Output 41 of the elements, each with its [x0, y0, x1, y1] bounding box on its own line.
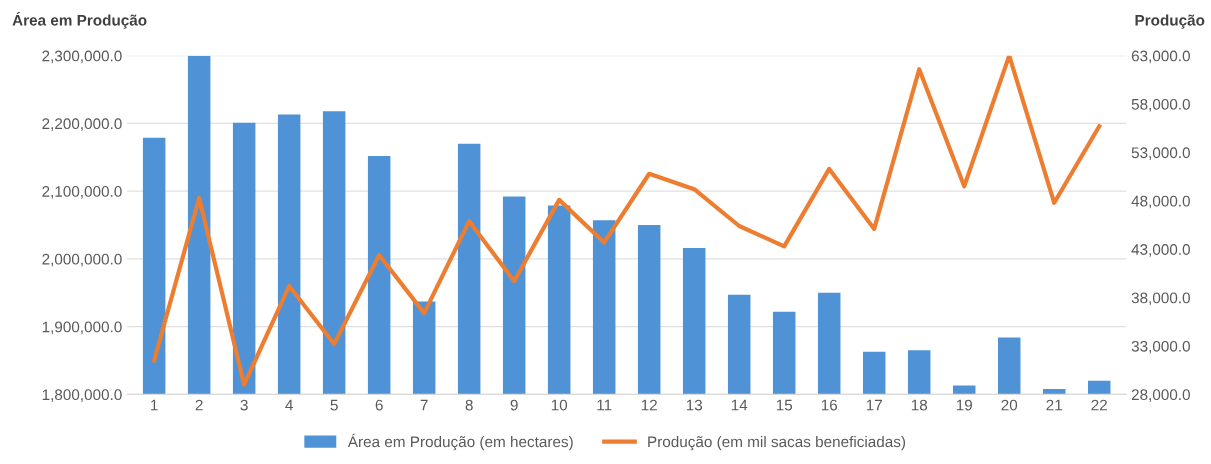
x-tick-label: 10: [551, 399, 568, 411]
x-tick-label: 15: [776, 399, 793, 411]
y2-tick-label: 63,000.0: [1131, 50, 1190, 64]
y2-tick-label: 43,000.0: [1131, 244, 1190, 257]
y2-tick-label: 38,000.0: [1131, 292, 1190, 306]
y-axis-title: Área em Produção: [12, 11, 147, 29]
x-tick-label: 19: [956, 399, 972, 411]
x-tick-label: 1: [151, 399, 158, 411]
y2-axis-title: Produção: [1135, 14, 1205, 29]
x-tick-label: 12: [641, 399, 657, 411]
x-tick-label: 5: [330, 399, 338, 411]
legend-label: Área em Produção (em hectares): [347, 433, 573, 451]
y-tick-label: 2,300,000.0: [42, 50, 122, 64]
x-tick-label: 7: [420, 399, 428, 411]
x-tick-label: 20: [1001, 399, 1018, 411]
y2-tick-label: 28,000.0: [1131, 389, 1190, 402]
x-tick-label: 13: [686, 399, 703, 411]
x-tick-label: 2: [195, 399, 203, 411]
y2-tick-label: 48,000.0: [1131, 195, 1190, 209]
x-tick-label: 18: [911, 399, 928, 411]
y-tick-label: 1,900,000.0: [42, 321, 122, 335]
y2-tick-label: 33,000.0: [1131, 340, 1190, 354]
x-tick-label: 6: [375, 399, 383, 411]
x-tick-label: 21: [1046, 399, 1062, 411]
x-tick-label: 4: [285, 399, 293, 411]
y-tick-label: 2,100,000.0: [42, 186, 122, 199]
y-tick-label: 2,000,000.0: [42, 253, 122, 267]
x-tick-label: 17: [866, 399, 882, 411]
x-tick-label: 8: [465, 399, 473, 411]
y2-tick-label: 53,000.0: [1131, 147, 1190, 160]
x-tick-label: 11: [597, 399, 612, 411]
line-series: [152, 55, 1102, 387]
y2-tick-label: 58,000.0: [1131, 98, 1190, 112]
x-tick-label: 16: [821, 399, 838, 411]
x-tick-label: 3: [240, 399, 248, 411]
y-tick-label: 1,800,000.0: [42, 389, 122, 402]
legend-label: Produção (em mil sacas beneficiadas): [648, 435, 906, 451]
x-tick-label: 22: [1091, 399, 1107, 411]
x-tick-label: 14: [731, 399, 748, 411]
x-tick-label: 9: [510, 399, 518, 411]
y-tick-label: 2,200,000.0: [42, 118, 122, 131]
